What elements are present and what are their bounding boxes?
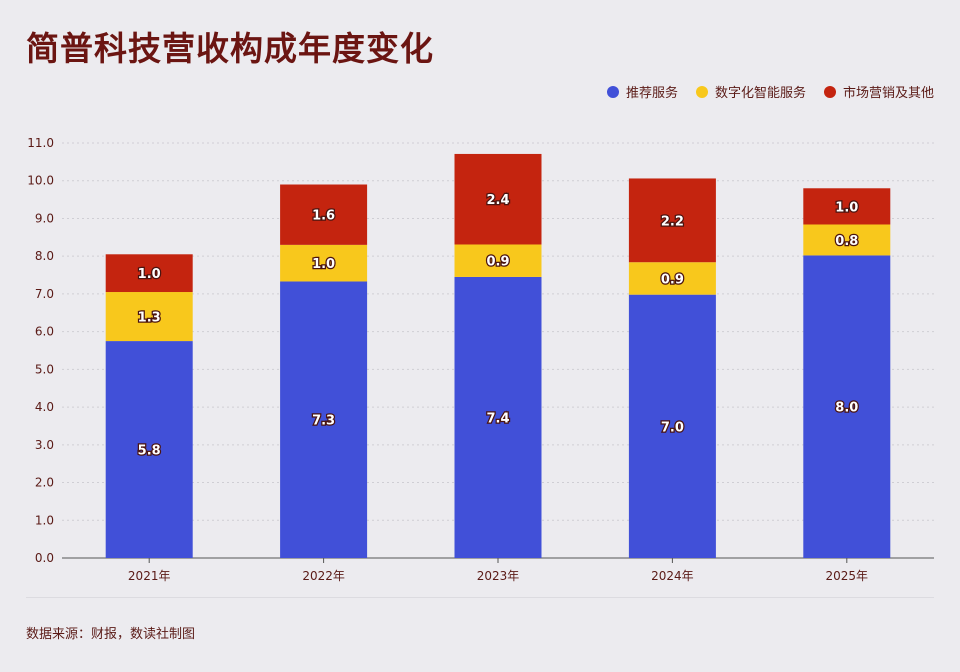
bar-segment-digital <box>280 244 368 282</box>
y-tick-label: 2.0 <box>35 476 54 490</box>
legend-item-recommend: 推荐服务 <box>606 82 678 101</box>
data-label: 1.0 <box>312 257 335 272</box>
data-label: 5.8 <box>138 444 161 459</box>
legend-dot-recommend <box>606 85 619 98</box>
data-label: 8.0 <box>835 401 858 416</box>
bar-segment-digital <box>803 224 891 256</box>
data-label: 7.4 <box>486 411 509 426</box>
x-tick-label: 2022年 <box>302 569 345 583</box>
data-source: 数据来源：财报，数读社制图 <box>26 627 196 642</box>
x-tick-label: 2021年 <box>128 569 171 583</box>
bar-segment-digital <box>628 262 716 295</box>
legend-item-digital: 数字化智能服务 <box>695 82 806 101</box>
y-tick-label: 8.0 <box>35 249 54 263</box>
bar-segment-recommend <box>803 255 891 558</box>
legend-dot-marketing <box>823 85 836 98</box>
y-tick-label: 9.0 <box>35 211 54 225</box>
bar-segment-digital <box>105 292 193 342</box>
bar-segment-marketing <box>803 188 891 225</box>
legend-item-marketing: 市场营销及其他 <box>823 82 934 101</box>
bar-segment-recommend <box>280 281 368 558</box>
y-tick-label: 0.0 <box>35 551 54 565</box>
y-tick-label: 10.0 <box>27 174 54 188</box>
legend-dot-digital <box>695 85 708 98</box>
stacked-bar-chart: 0.0 1.0 2.0 3.0 4.0 5.0 6.0 7.0 8.0 9.0 10.0 11.0 20… <box>27 136 934 583</box>
y-tick-label: 3.0 <box>35 438 54 452</box>
legend-label-marketing: 市场营销及其他 <box>842 86 934 101</box>
x-tick-label: 2025年 <box>826 569 869 583</box>
y-tick-label: 7.0 <box>35 287 54 301</box>
x-tick-label: 2024年 <box>651 569 694 583</box>
data-label: 0.9 <box>661 272 684 287</box>
legend: 推荐服务 数字化智能服务 市场营销及其他 <box>606 82 934 101</box>
bar-segment-recommend <box>628 294 716 558</box>
chart-title: 简普科技营收构成年度变化 <box>26 29 434 68</box>
bar-segment-marketing <box>628 178 716 263</box>
data-label: 7.0 <box>661 420 684 435</box>
x-tick-label: 2023年 <box>477 569 520 583</box>
data-label: 0.9 <box>486 255 509 270</box>
bar-segment-digital <box>454 244 542 277</box>
data-label: 0.8 <box>835 234 858 249</box>
data-label: 1.3 <box>138 311 161 326</box>
y-tick-label: 6.0 <box>35 325 54 339</box>
data-label: 1.0 <box>138 267 161 282</box>
y-tick-label: 11.0 <box>27 136 54 150</box>
data-label: 2.4 <box>486 193 509 208</box>
data-label: 2.2 <box>661 214 684 229</box>
bar-segment-recommend <box>454 276 542 558</box>
legend-label-digital: 数字化智能服务 <box>714 86 806 101</box>
data-label: 7.3 <box>312 414 335 429</box>
data-label: 1.6 <box>312 209 335 224</box>
y-tick-label: 1.0 <box>35 513 54 527</box>
data-label: 1.0 <box>835 200 858 215</box>
bar-segment-marketing <box>454 153 542 245</box>
legend-label-recommend: 推荐服务 <box>625 86 678 101</box>
y-tick-label: 5.0 <box>35 362 54 376</box>
bar-segment-recommend <box>105 341 193 558</box>
bar-segment-marketing <box>280 184 368 245</box>
footer-divider <box>26 597 934 598</box>
y-tick-label: 4.0 <box>35 400 54 414</box>
bar-segment-marketing <box>105 254 193 293</box>
